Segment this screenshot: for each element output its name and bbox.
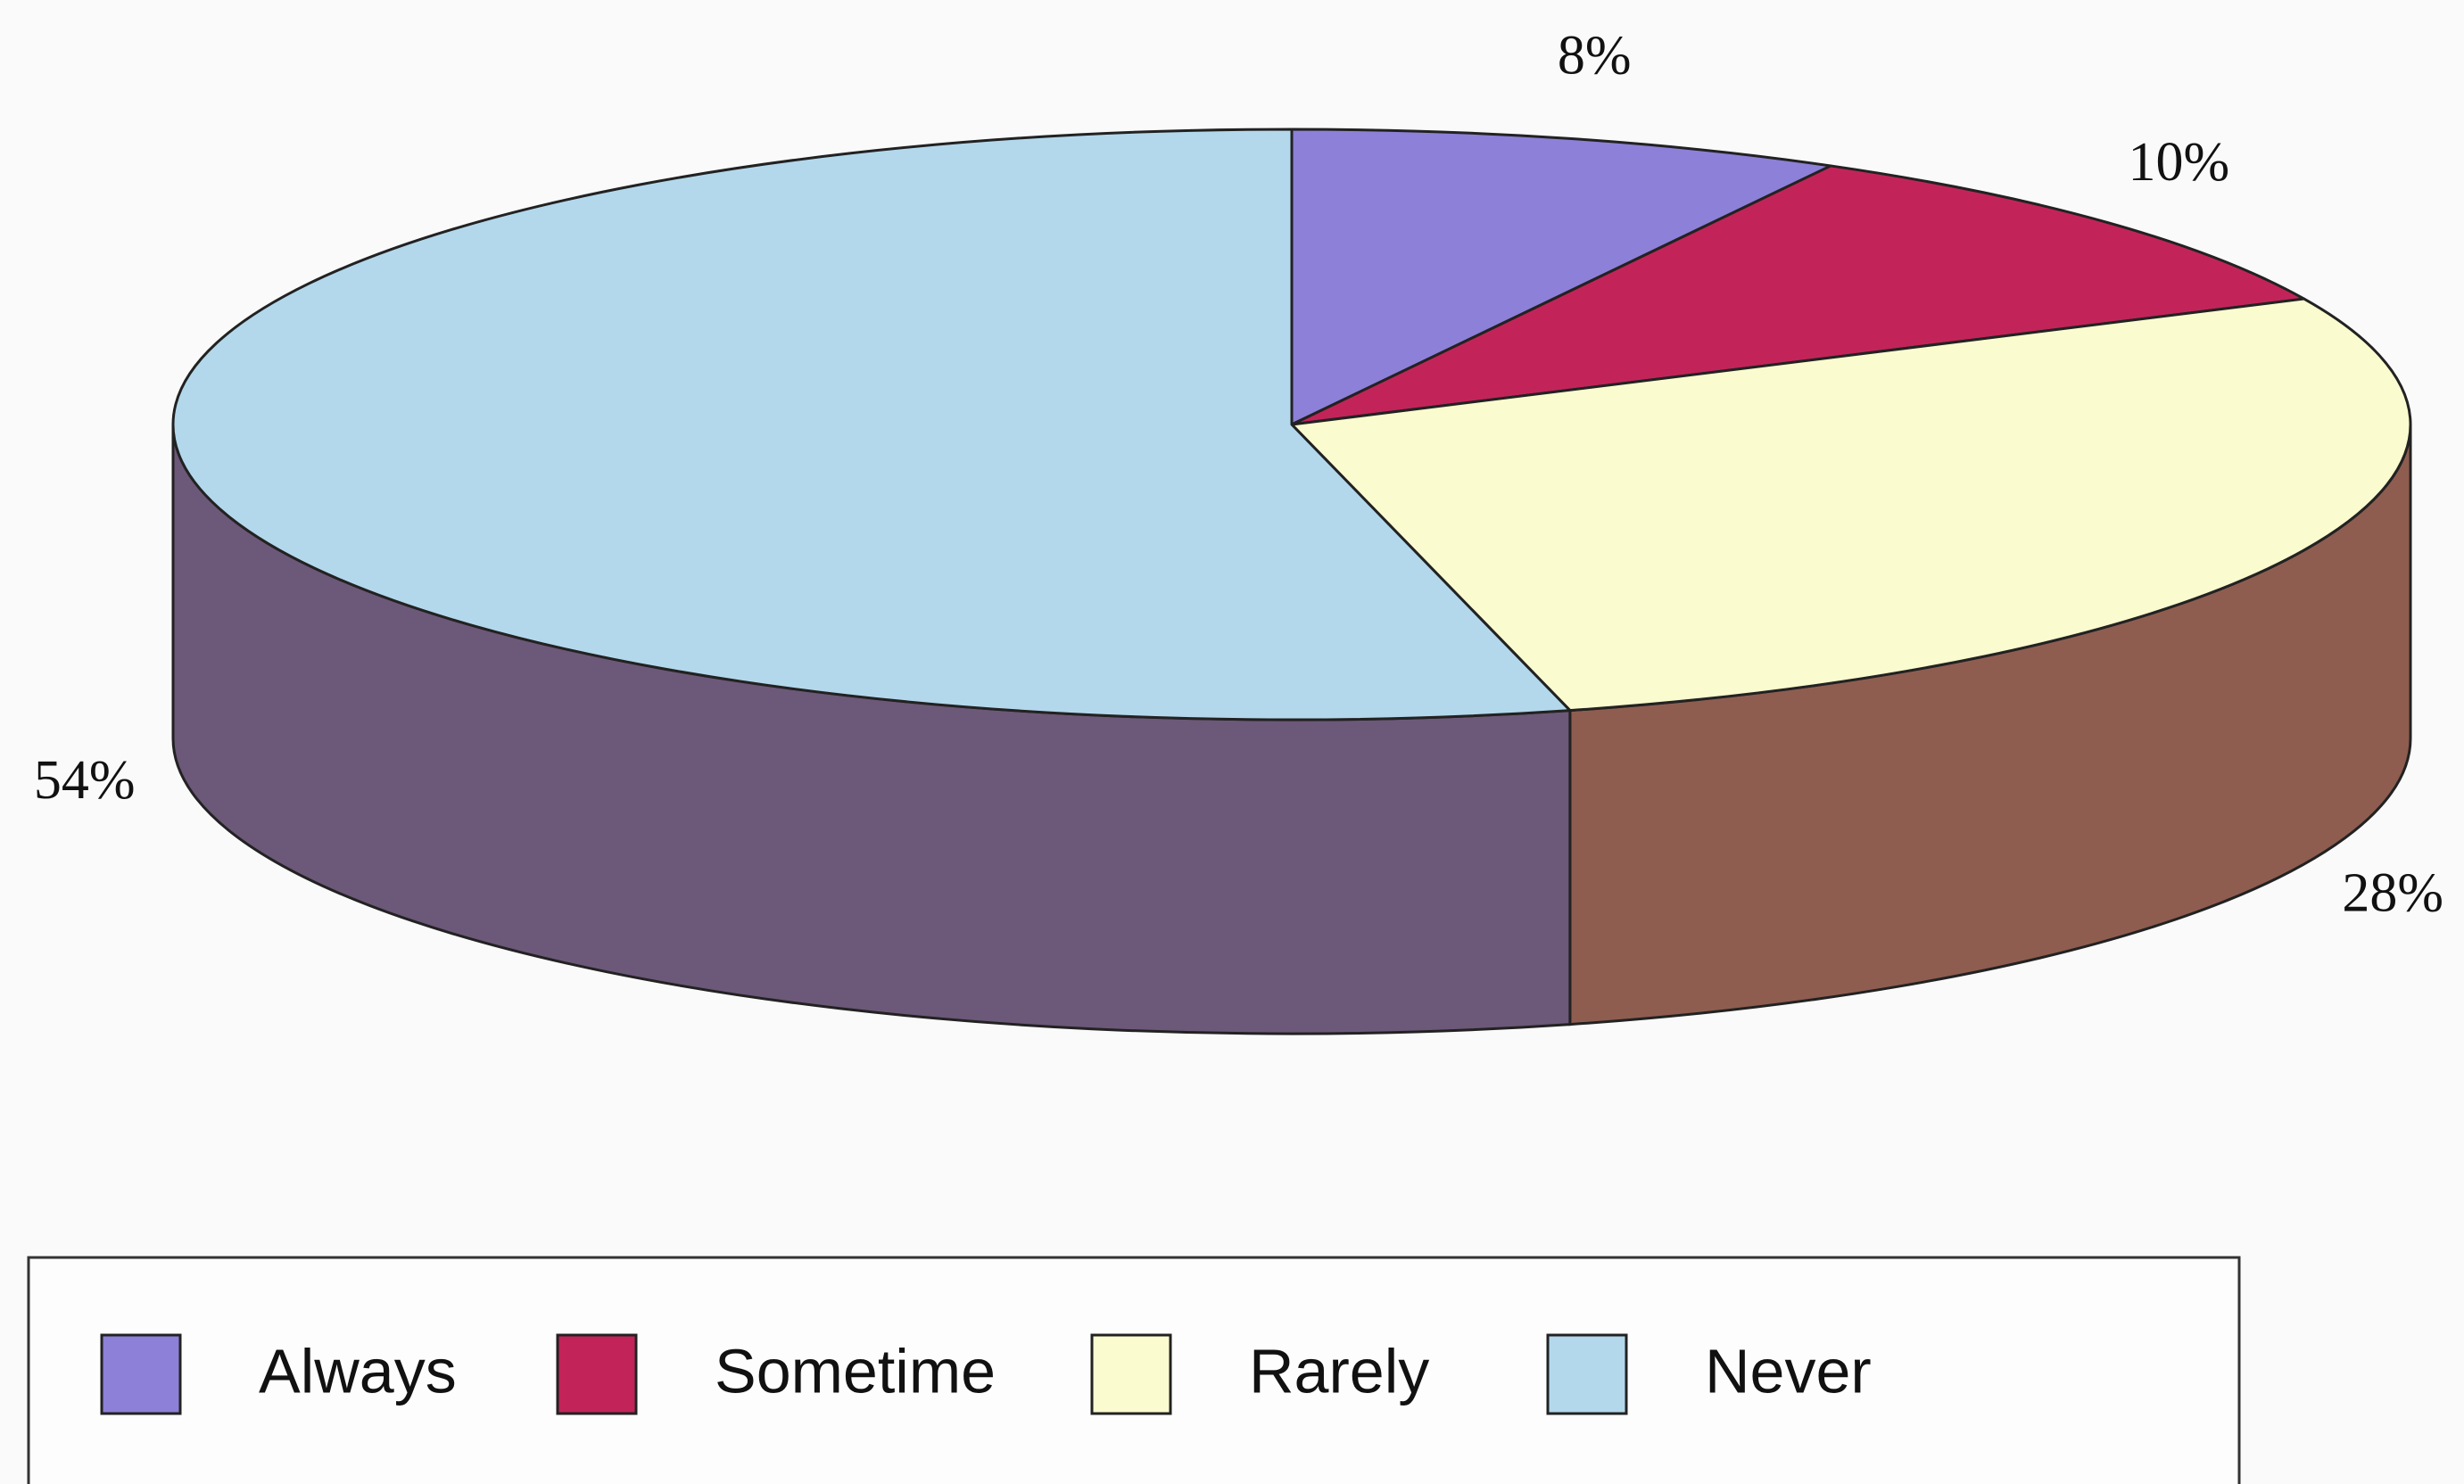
pie-label: 8% [1558, 25, 1632, 86]
legend-label: Always [259, 1336, 457, 1406]
legend-label: Sometime [715, 1336, 996, 1406]
pie-slice [171, 128, 1572, 721]
pie-slice [1290, 128, 1832, 426]
legend-label: Rarely [1249, 1336, 1429, 1406]
pie-slice [1290, 164, 2306, 426]
pie-label: 28% [2342, 862, 2443, 923]
pie-label: 54% [34, 750, 136, 811]
legend-swatch [1546, 1333, 1628, 1415]
legend-swatch [100, 1333, 182, 1415]
legend-swatch [1090, 1333, 1172, 1415]
pie-slice [1290, 297, 2412, 713]
legend-swatch [556, 1333, 638, 1415]
pie-label: 10% [2128, 132, 2229, 193]
legend-label: Never [1705, 1336, 1872, 1406]
